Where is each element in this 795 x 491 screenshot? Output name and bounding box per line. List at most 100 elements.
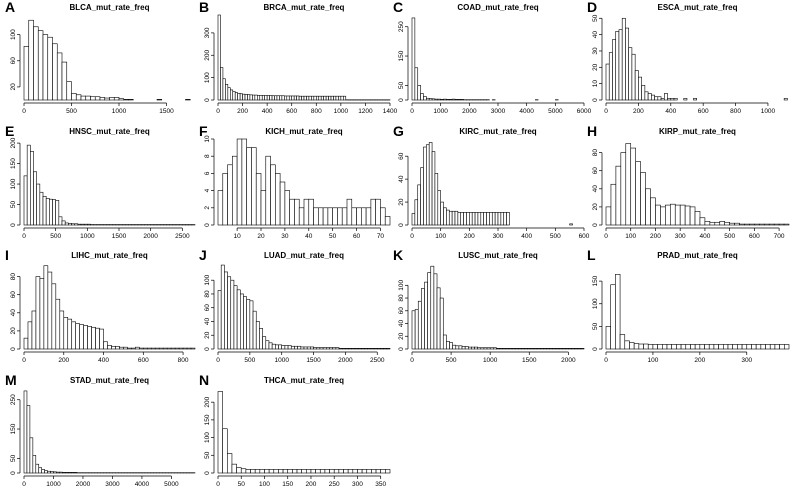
histogram-bar — [440, 99, 444, 101]
histogram-bar — [251, 147, 257, 226]
histogram-bar — [61, 220, 66, 226]
histogram-bar — [259, 328, 263, 350]
histogram-bar — [458, 345, 463, 350]
histogram-bar — [434, 173, 439, 226]
histogram-bar — [94, 96, 101, 101]
y-tick-label: 0 — [204, 347, 211, 351]
histogram-bar — [357, 469, 363, 474]
x-tick-label: 3000 — [105, 481, 120, 488]
histogram-bar — [719, 221, 726, 226]
histogram-bar — [536, 348, 541, 350]
y-tick-label: 4 — [204, 188, 211, 192]
histogram-bar — [417, 300, 422, 350]
histogram-bar — [296, 469, 302, 474]
histogram-bar — [338, 95, 342, 101]
histogram-bar — [271, 343, 276, 350]
histogram-bar — [768, 223, 775, 226]
histogram-bar — [483, 212, 487, 226]
y-tick-label: 100 — [10, 178, 17, 189]
histogram-bar — [335, 347, 340, 350]
histogram-bar — [254, 469, 261, 474]
histogram-bar — [284, 95, 288, 101]
histogram-bar — [298, 95, 302, 101]
histogram-bar — [234, 92, 238, 101]
x-tick-label: 200 — [464, 233, 475, 240]
x-tick-label: 200 — [237, 108, 248, 115]
x-tick-label: 800 — [730, 108, 741, 115]
histogram-bar — [751, 344, 757, 350]
histogram-bar — [268, 469, 275, 474]
x-tick-label: 1500 — [306, 357, 321, 364]
histogram-bar — [568, 348, 572, 350]
histogram-bar — [683, 98, 688, 101]
histogram-bar — [343, 469, 349, 474]
y-axis: 0 20 40 60 80 — [10, 273, 21, 351]
histogram-bar — [667, 98, 672, 101]
histogram-bar — [50, 471, 54, 474]
histogram-bar — [128, 99, 134, 101]
x-axis: 0 500 1000 1500 2000 2500 — [216, 351, 385, 364]
histogram-bars — [217, 138, 391, 226]
histogram-bars — [23, 390, 196, 474]
x-tick-label: 500 — [724, 233, 735, 240]
x-tick-label: 1000 — [112, 108, 127, 115]
histogram-bar — [420, 93, 424, 101]
histogram-bar — [514, 348, 519, 350]
histogram-bar — [657, 344, 663, 350]
histogram-bar — [135, 346, 140, 350]
histogram-bar — [301, 469, 307, 474]
panel-l: L PRAD_mut_rate_freq 0 100 200 300 0 50 100 150 — [587, 247, 790, 364]
x-tick-label: 600 — [138, 357, 149, 364]
x-tick-label: 1500 — [112, 233, 127, 240]
histogram-bar — [493, 347, 497, 350]
histogram-bar — [186, 347, 192, 350]
x-tick-label: 500 — [446, 357, 457, 364]
y-tick-label: 60 — [10, 57, 17, 65]
histogram-bar — [220, 67, 224, 101]
histogram-bar — [699, 344, 705, 350]
x-tick-label: 1000 — [274, 357, 289, 364]
x-tick-label: 500 — [550, 233, 561, 240]
histogram-bar — [385, 469, 391, 474]
x-tick-label: 300 — [493, 233, 504, 240]
y-tick-label: 6 — [204, 171, 211, 175]
histogram-bar — [308, 198, 314, 226]
x-tick-label: 2500 — [370, 357, 385, 364]
chart-title: COAD_mut_rate_freq — [457, 3, 538, 12]
histogram-bar — [303, 198, 310, 226]
y-tick-label: 50 — [204, 451, 211, 459]
histogram-bar — [217, 14, 221, 101]
histogram-bar — [463, 212, 467, 226]
histogram-bar — [411, 17, 416, 101]
histogram-bar — [486, 212, 490, 226]
y-axis: 0 20 40 60 — [398, 152, 409, 227]
x-tick-label: 20 — [257, 233, 265, 240]
histogram-bar — [451, 98, 456, 101]
histogram-bar — [66, 81, 72, 101]
y-axis: 0 50 100 150 200 — [10, 137, 21, 227]
histogram-bar — [227, 276, 232, 350]
histogram-bar — [43, 265, 49, 350]
histogram-bar — [724, 221, 730, 226]
x-tick-label: 2000 — [561, 357, 576, 364]
histogram-bar — [217, 190, 224, 226]
histogram-bar — [530, 348, 535, 350]
histogram-bar — [666, 344, 672, 350]
histogram-bar — [270, 164, 276, 226]
histogram-bar — [348, 348, 353, 350]
histogram-bar — [308, 95, 312, 101]
histogram-bar — [42, 34, 49, 101]
histogram-bar — [448, 99, 453, 101]
histogram-bar — [109, 97, 115, 101]
x-tick-label: 100 — [435, 233, 446, 240]
histogram-bar — [59, 310, 65, 350]
histogram-bar — [783, 223, 790, 226]
x-tick-label: 1000 — [46, 481, 61, 488]
histogram-bar — [746, 344, 752, 350]
x-tick-label: 2000 — [76, 481, 91, 488]
histogram-bar — [264, 95, 268, 101]
histogram-bar — [333, 469, 340, 474]
y-tick-label: 0 — [10, 223, 17, 227]
chart-title: LUSC_mut_rate_freq — [458, 251, 538, 260]
histogram-bar — [744, 223, 750, 226]
